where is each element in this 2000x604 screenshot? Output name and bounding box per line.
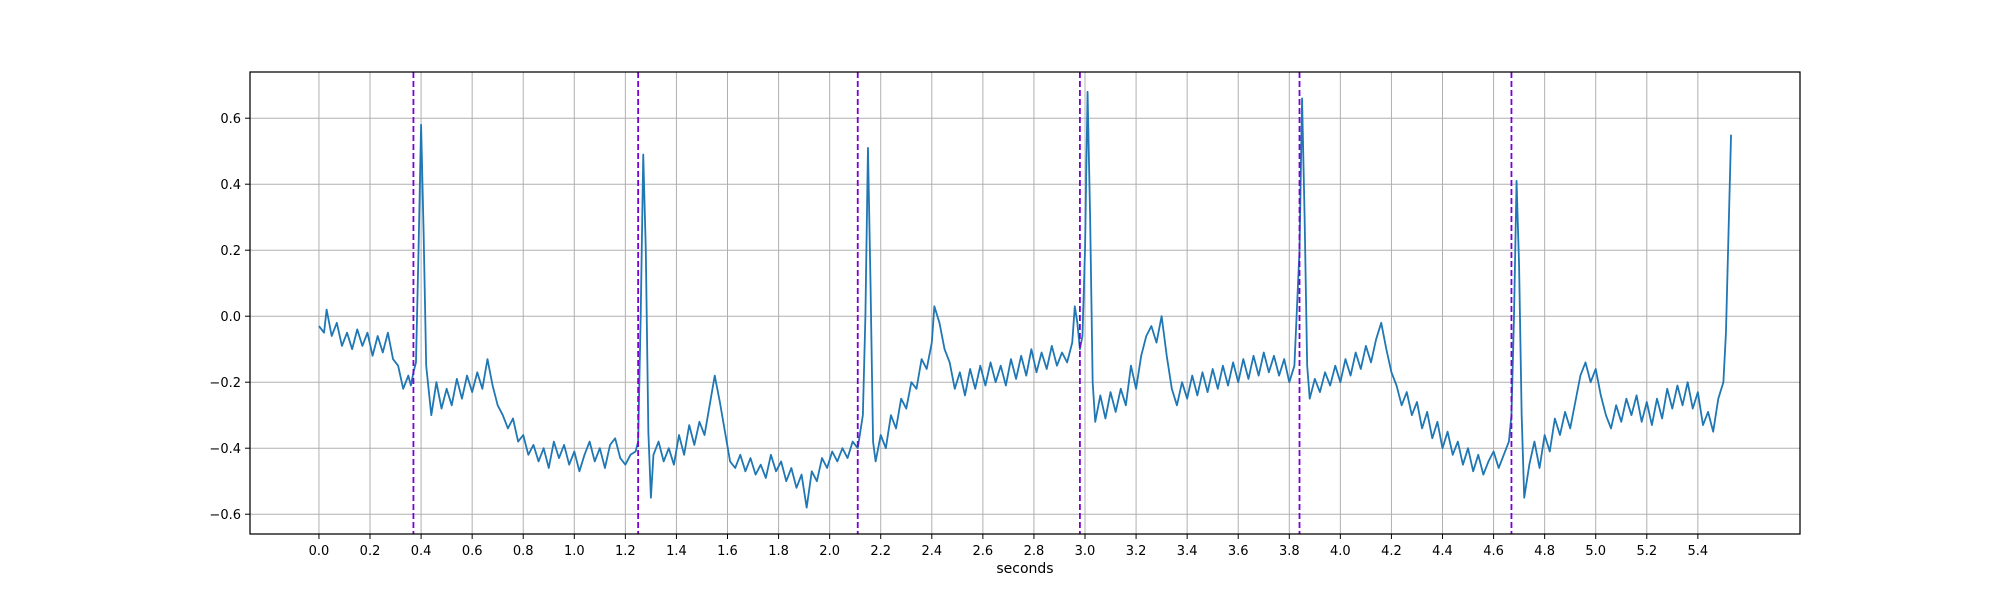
x-tick-label: 3.4	[1177, 544, 1198, 559]
grid-lines	[250, 72, 1800, 534]
x-tick-label: 1.6	[717, 544, 738, 559]
x-tick-label: 0.0	[309, 544, 330, 559]
y-tick-label: 0.4	[220, 178, 241, 193]
x-axis-label: seconds	[996, 561, 1053, 577]
x-tick-label: 2.0	[819, 544, 840, 559]
x-tick-label: 4.8	[1534, 544, 1555, 559]
x-axis-ticks: 0.0 0.2 0.4 0.6 0.8 1.0 1.2 1.4 1.6 1.8 2.0 2.2 2.4 2…	[309, 534, 1709, 559]
x-tick-label: 1.0	[564, 544, 585, 559]
y-axis-ticks: −0.6 −0.4 −0.2 0.0 0.2 0.4 0.6	[209, 112, 250, 523]
x-tick-label: 4.6	[1483, 544, 1504, 559]
x-tick-label: 2.8	[1024, 544, 1045, 559]
x-tick-label: 3.0	[1075, 544, 1096, 559]
x-tick-label: 3.2	[1126, 544, 1147, 559]
event-markers	[412, 72, 1513, 534]
y-tick-label: 0.6	[220, 112, 241, 127]
x-tick-label: 1.8	[768, 544, 789, 559]
y-tick-label: −0.6	[209, 508, 241, 523]
y-tick-label: 0.2	[220, 244, 241, 259]
x-tick-label: 2.2	[870, 544, 891, 559]
x-tick-label: 2.4	[921, 544, 942, 559]
x-tick-label: 0.2	[360, 544, 381, 559]
x-tick-label: 4.4	[1432, 544, 1453, 559]
x-tick-label: 4.2	[1381, 544, 1402, 559]
signal-series-line	[318, 90, 1732, 509]
x-tick-label: 3.6	[1228, 544, 1249, 559]
x-tick-label: 0.8	[513, 544, 534, 559]
x-tick-label: 5.4	[1688, 544, 1709, 559]
y-tick-label: 0.0	[220, 310, 241, 325]
series-layer	[318, 90, 1732, 509]
x-tick-label: 5.2	[1636, 544, 1657, 559]
x-tick-label: 4.0	[1330, 544, 1351, 559]
y-tick-label: −0.2	[209, 376, 241, 391]
plot-area-frame	[249, 71, 1801, 535]
x-tick-label: 3.8	[1279, 544, 1300, 559]
x-tick-label: 0.4	[411, 544, 432, 559]
x-tick-label: 0.6	[462, 544, 483, 559]
x-tick-label: 1.4	[666, 544, 687, 559]
x-tick-label: 2.6	[973, 544, 994, 559]
x-tick-label: 5.0	[1585, 544, 1606, 559]
y-tick-label: −0.4	[209, 442, 241, 457]
x-tick-label: 1.2	[615, 544, 636, 559]
